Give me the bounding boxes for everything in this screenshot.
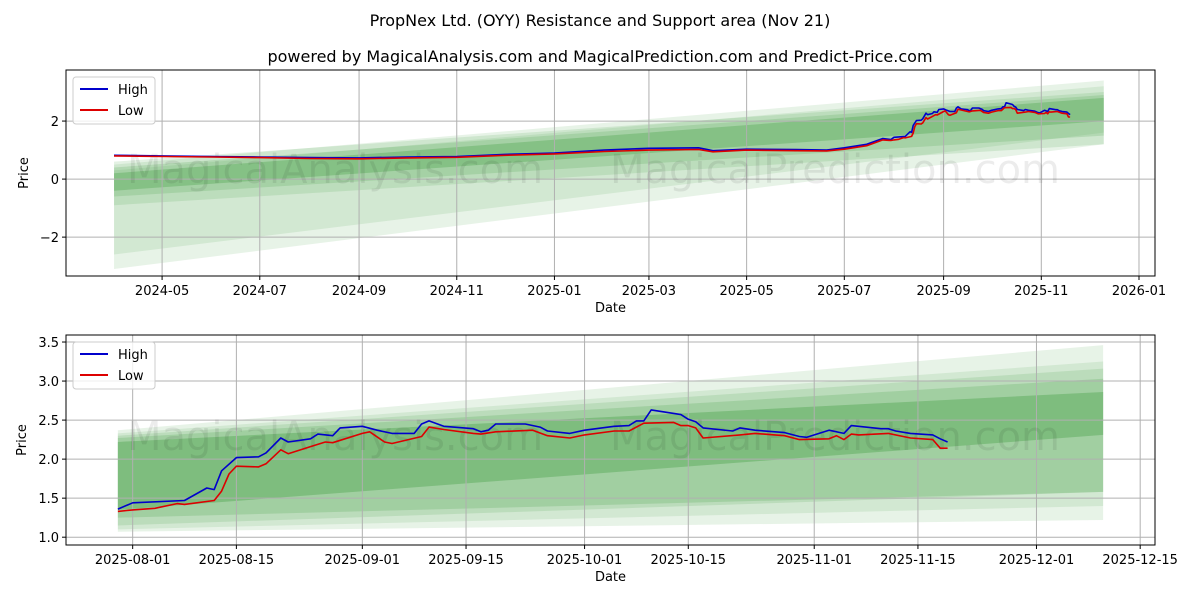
x-tick-label: 2026-01 bbox=[1112, 284, 1166, 299]
x-tick-label: 2025-07 bbox=[817, 284, 871, 299]
y-axis-label: Price bbox=[15, 424, 30, 456]
high-line bbox=[117, 409, 948, 510]
x-tick-label: 2025-05 bbox=[719, 284, 773, 299]
x-tick-label: 2025-11-01 bbox=[776, 553, 852, 568]
x-tick-label: 2025-10-15 bbox=[651, 553, 727, 568]
x-tick-label: 2025-12-15 bbox=[1102, 553, 1178, 568]
y-tick-label: 2 bbox=[51, 115, 59, 130]
x-tick-label: 2025-09-15 bbox=[428, 553, 504, 568]
band-area bbox=[117, 361, 1104, 530]
watermark: MagicalPrediction.com bbox=[610, 147, 1060, 193]
band-area bbox=[117, 391, 1104, 510]
x-tick-label: 2025-09 bbox=[916, 284, 970, 299]
y-tick-label: 0 bbox=[51, 173, 59, 188]
x-tick-label: 2024-05 bbox=[135, 284, 189, 299]
y-tick-label: 3.0 bbox=[38, 375, 59, 390]
y-axis-label: Price bbox=[17, 157, 32, 189]
x-tick-label: 2025-08-01 bbox=[95, 553, 171, 568]
x-tick-label: 2025-11-15 bbox=[880, 553, 956, 568]
y-tick-label: 1.5 bbox=[38, 492, 59, 507]
low-line bbox=[113, 106, 1071, 160]
legend-low-label: Low bbox=[118, 104, 144, 119]
x-tick-label: 2024-09 bbox=[332, 284, 386, 299]
x-axis-label: Date bbox=[595, 570, 626, 585]
y-tick-label: 2.0 bbox=[38, 453, 59, 468]
band-area bbox=[114, 80, 1104, 270]
chart-title: PropNex Ltd. (OYY) Resistance and Suppor… bbox=[370, 11, 831, 30]
legend-high-label: High bbox=[118, 348, 148, 363]
band-area bbox=[114, 86, 1104, 255]
x-tick-label: 2025-12-01 bbox=[999, 553, 1075, 568]
band-area bbox=[117, 368, 1104, 526]
x-tick-label: 2025-11 bbox=[1014, 284, 1068, 299]
chart-subtitle: powered by MagicalAnalysis.com and Magic… bbox=[267, 47, 932, 66]
chart-2: 2025-08-01 2025-08-15 2025-09-01 2025-09-15… bbox=[15, 334, 1178, 585]
legend: High Low bbox=[72, 76, 156, 125]
band-area bbox=[117, 378, 1104, 518]
x-axis-label: Date bbox=[595, 301, 626, 316]
x-tick-label: 2025-08-15 bbox=[199, 553, 275, 568]
axes-frame bbox=[65, 69, 1156, 277]
x-tick-label: 2025-03 bbox=[622, 284, 676, 299]
support-resistance-bands bbox=[117, 345, 1104, 532]
x-tick-label: 2025-09-01 bbox=[325, 553, 401, 568]
chart-1: 2024-05 2024-07 2024-09 2024-11 2025-01 2025-… bbox=[17, 69, 1166, 316]
y-tick-label: 2.5 bbox=[38, 414, 59, 429]
x-tick-label: 2025-01 bbox=[527, 284, 581, 299]
band-area bbox=[117, 345, 1104, 532]
legend-high-label: High bbox=[118, 83, 148, 98]
watermark: MagicalAnalysis.com bbox=[127, 147, 543, 193]
x-tick-label: 2025-10-01 bbox=[547, 553, 623, 568]
axes-frame bbox=[65, 334, 1156, 546]
y-tick-label: 1.0 bbox=[38, 531, 59, 546]
high-line bbox=[113, 102, 1071, 159]
band-area bbox=[114, 92, 1104, 206]
legend-low-label: Low bbox=[118, 369, 144, 384]
y-tick-label: 3.5 bbox=[38, 336, 59, 351]
x-tick-label: 2024-11 bbox=[430, 284, 484, 299]
x-tick-label: 2024-07 bbox=[233, 284, 287, 299]
band-area bbox=[114, 94, 1104, 197]
legend: High Low bbox=[72, 341, 156, 390]
watermark: MagicalAnalysis.com bbox=[127, 414, 543, 460]
low-line bbox=[117, 421, 948, 513]
y-tick-label: −2 bbox=[40, 231, 59, 246]
